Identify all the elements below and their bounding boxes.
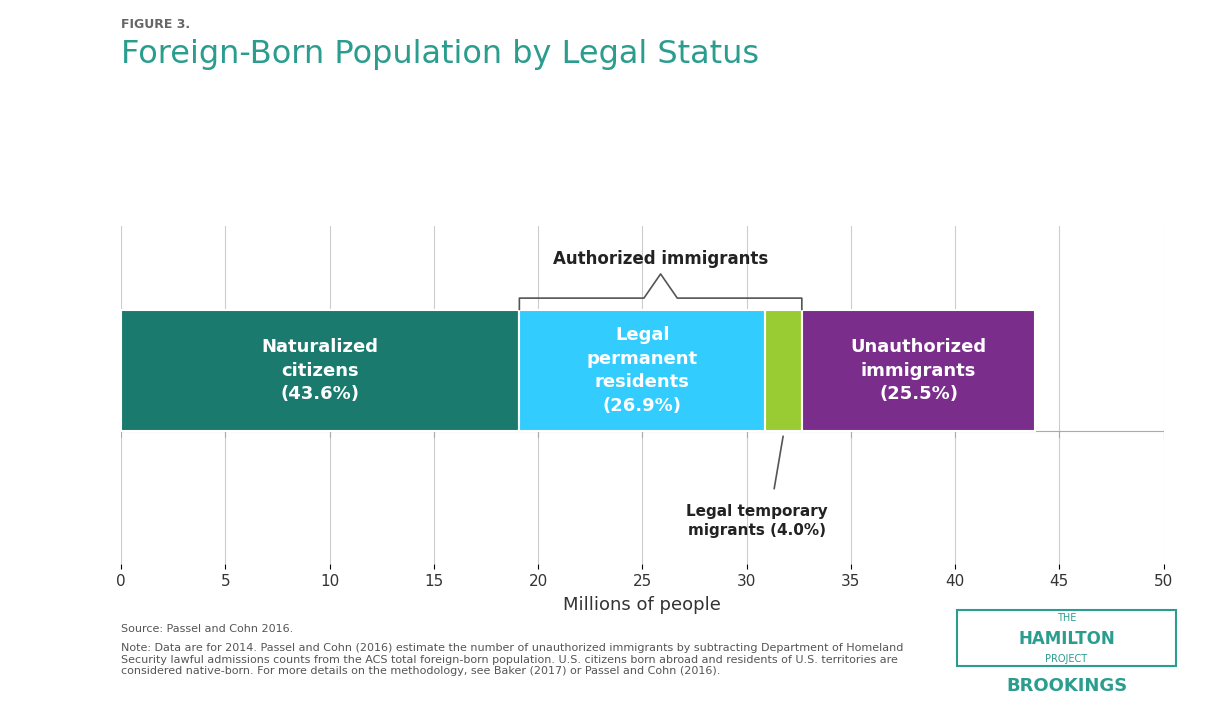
Bar: [765, 310, 802, 431]
Text: BROOKINGS: BROOKINGS: [1006, 678, 1127, 695]
Text: Source: Passel and Cohn 2016.: Source: Passel and Cohn 2016.: [121, 624, 293, 634]
Text: THE: THE: [1057, 613, 1076, 623]
Text: Legal
permanent
residents
(26.9%): Legal permanent residents (26.9%): [587, 326, 698, 415]
Bar: [520, 310, 765, 431]
Text: Millions of people: Millions of people: [564, 596, 721, 614]
Text: FIGURE 3.: FIGURE 3.: [121, 18, 190, 30]
Text: Unauthorized
immigrants
(25.5%): Unauthorized immigrants (25.5%): [851, 338, 987, 403]
Bar: [802, 310, 1035, 431]
FancyBboxPatch shape: [957, 611, 1176, 666]
Bar: [121, 310, 520, 431]
Text: Foreign-Born Population by Legal Status: Foreign-Born Population by Legal Status: [121, 39, 760, 70]
Text: HAMILTON: HAMILTON: [1018, 630, 1115, 648]
Text: Legal temporary
migrants (4.0%): Legal temporary migrants (4.0%): [686, 503, 828, 539]
Text: Authorized immigrants: Authorized immigrants: [553, 250, 768, 268]
Text: Naturalized
citizens
(43.6%): Naturalized citizens (43.6%): [262, 338, 379, 403]
Text: PROJECT: PROJECT: [1046, 654, 1087, 663]
Text: Note: Data are for 2014. Passel and Cohn (2016) estimate the number of unauthori: Note: Data are for 2014. Passel and Cohn…: [121, 643, 904, 676]
